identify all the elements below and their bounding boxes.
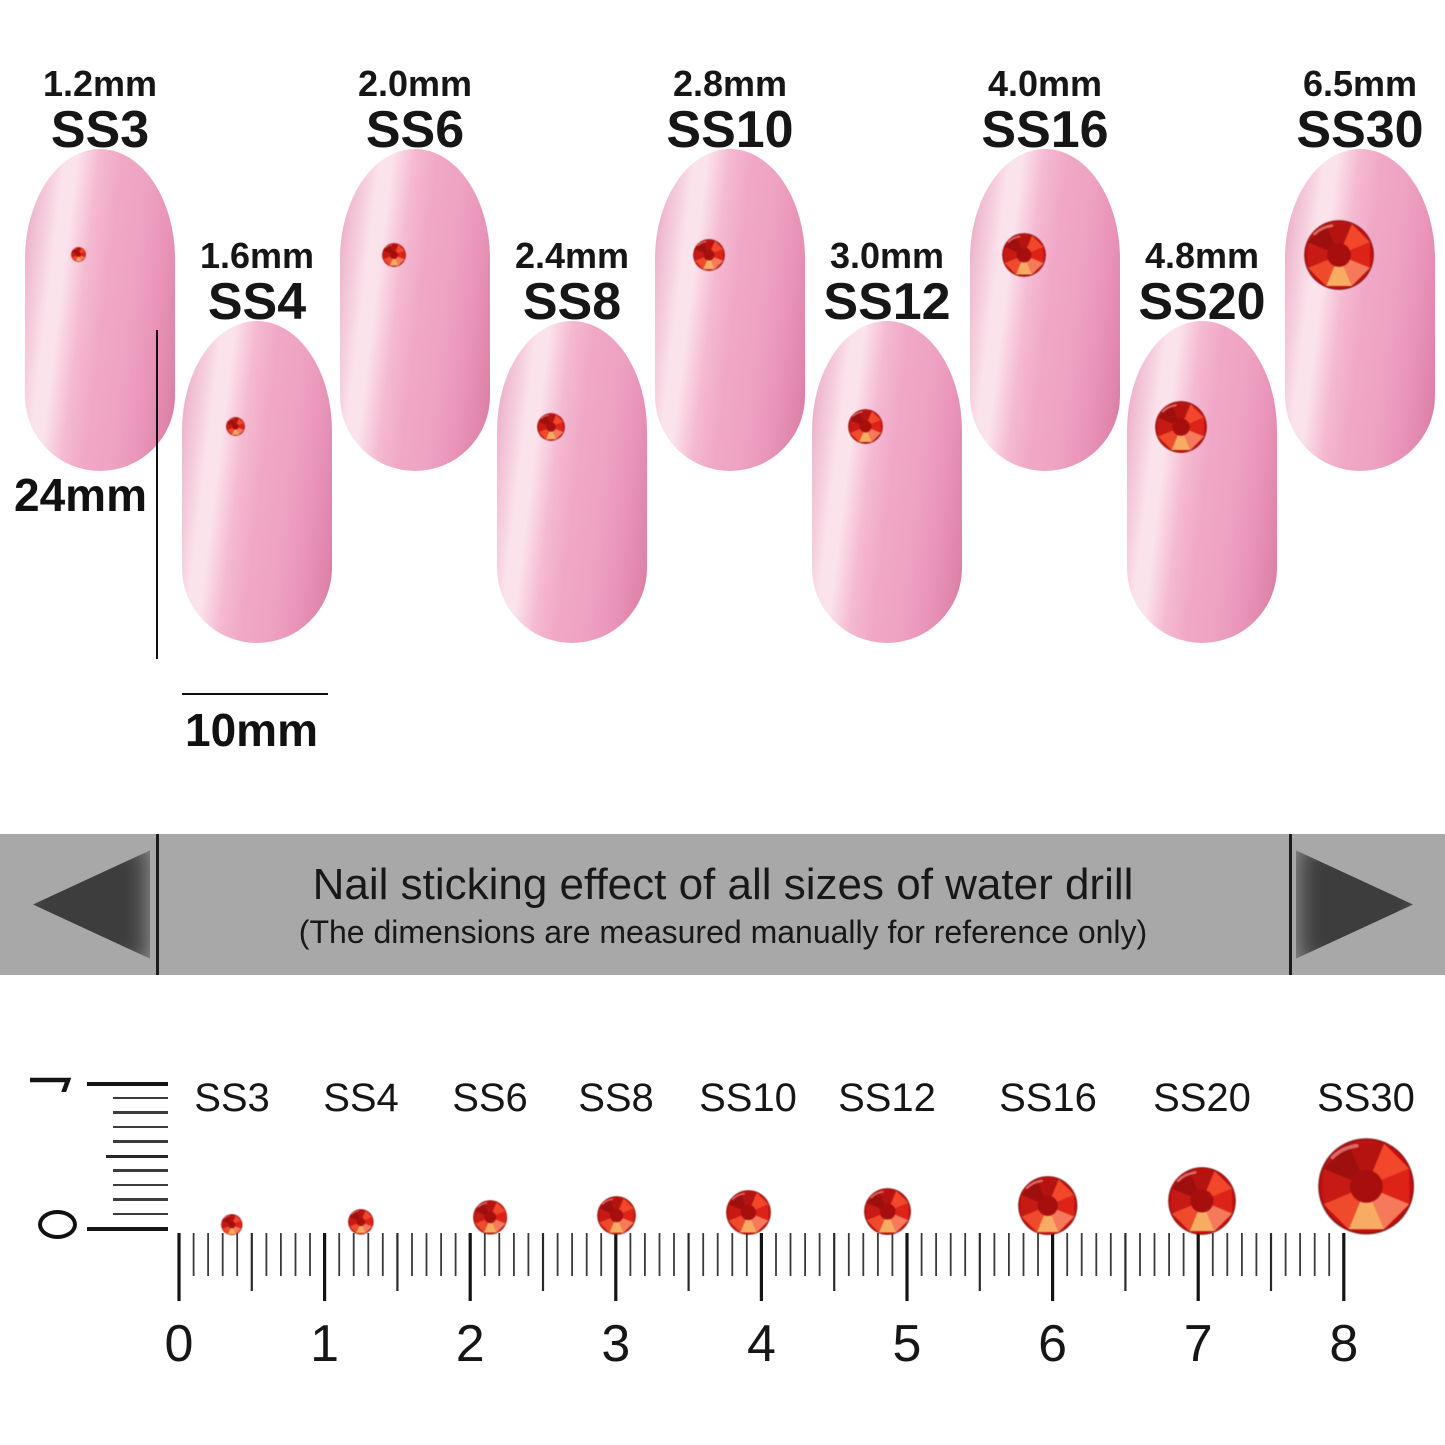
svg-text:4: 4 [747, 1315, 776, 1373]
svg-text:6: 6 [1038, 1315, 1067, 1373]
svg-text:7: 7 [1184, 1315, 1213, 1373]
svg-text:8: 8 [1329, 1315, 1358, 1373]
svg-text:0: 0 [165, 1315, 194, 1373]
svg-text:2: 2 [456, 1315, 485, 1373]
svg-text:3: 3 [601, 1315, 630, 1373]
svg-text:1: 1 [310, 1315, 339, 1373]
svg-text:5: 5 [893, 1315, 922, 1373]
